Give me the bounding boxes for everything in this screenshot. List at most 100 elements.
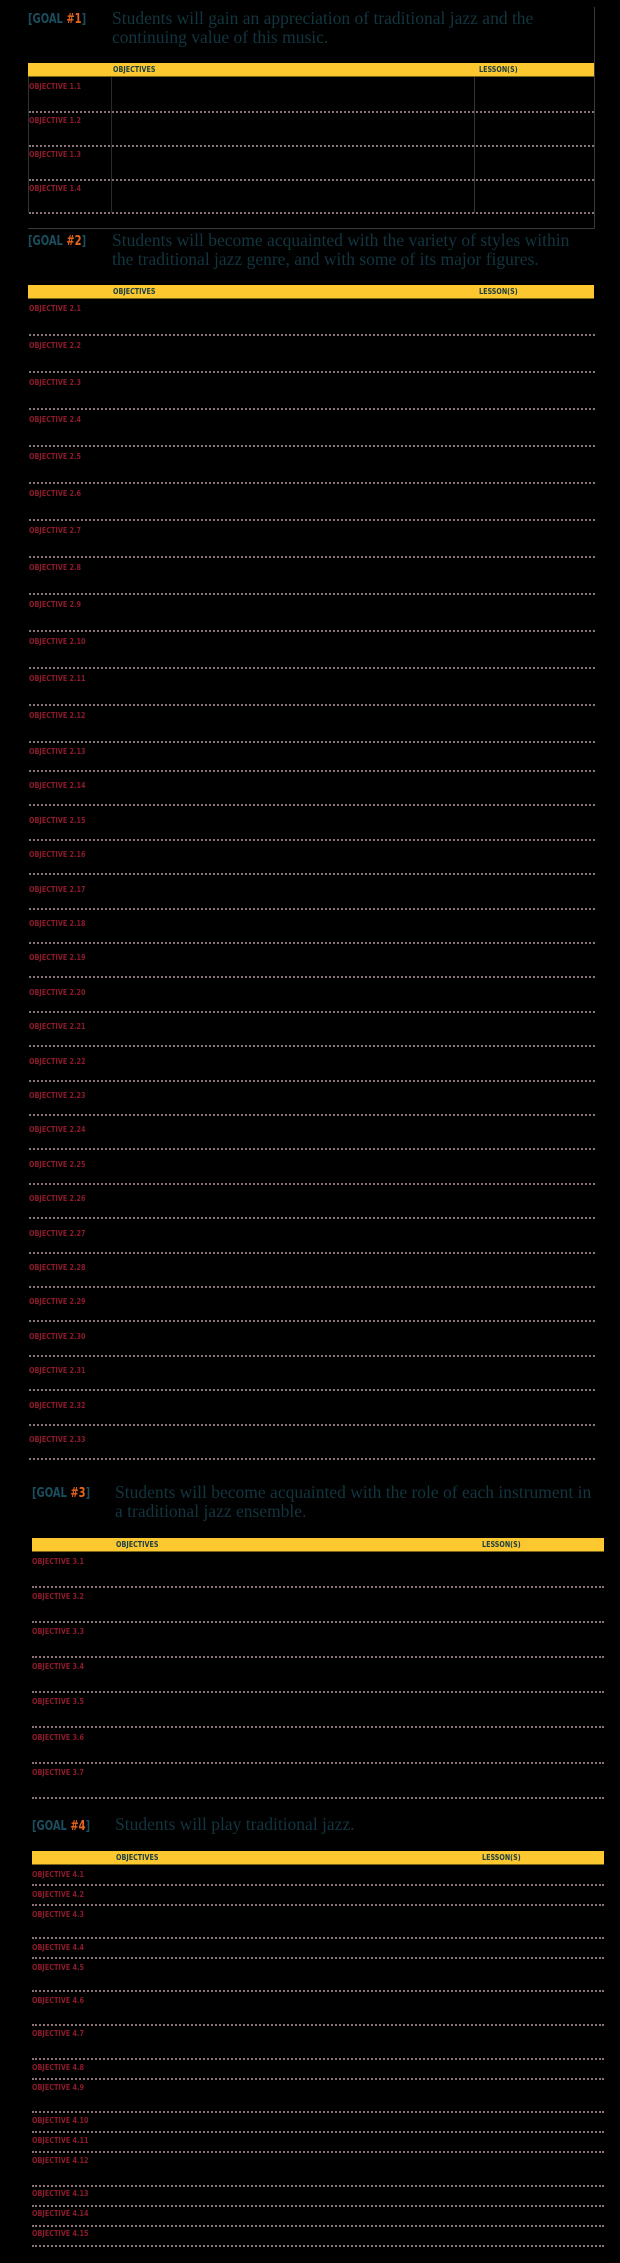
goal-number: #2 (66, 234, 82, 249)
lessons-column-header: LESSON(S) (479, 287, 518, 296)
row-divider (29, 1079, 595, 1082)
objective-label: OBJECTIVE 2.18 (29, 918, 86, 928)
objective-label: OBJECTIVE 2.27 (29, 1227, 86, 1238)
objectives-column-header: OBJECTIVES (116, 1540, 159, 1549)
row-divider (29, 1148, 595, 1151)
objective-label: OBJECTIVE 4.5 (32, 1962, 84, 1972)
objectives-column-header: OBJECTIVES (116, 1853, 159, 1862)
table-header-bar: OBJECTIVES LESSON(S) (28, 63, 594, 77)
table-header-bar: OBJECTIVES LESSON(S) (28, 285, 594, 299)
objective-label: OBJECTIVE 2.25 (29, 1158, 86, 1169)
row-divider (32, 2205, 604, 2207)
row-divider (29, 804, 595, 807)
row-divider (32, 2131, 604, 2133)
row-divider (29, 1354, 595, 1357)
row-divider (29, 704, 595, 706)
row-divider (29, 630, 595, 632)
goal-1-tag: [GOAL #1] (28, 12, 87, 27)
row-divider (29, 1045, 595, 1048)
table-header-bar: OBJECTIVES LESSON(S) (32, 1538, 604, 1552)
row-divider (32, 2111, 604, 2113)
row-divider (29, 445, 595, 447)
objective-label: OBJECTIVE 2.33 (29, 1434, 86, 1444)
objective-label: OBJECTIVE 4.2 (32, 1889, 84, 1899)
objective-label: OBJECTIVE 3.7 (32, 1766, 84, 1777)
row-divider (29, 976, 595, 979)
row-divider (29, 556, 595, 558)
objective-label: OBJECTIVE 2.9 (29, 599, 81, 609)
row-divider (29, 408, 595, 410)
row-divider (32, 1761, 604, 1764)
objective-label: OBJECTIVE 4.15 (32, 2228, 89, 2238)
objective-label: OBJECTIVE 2.32 (29, 1399, 86, 1410)
objective-label: OBJECTIVE 4.6 (32, 1995, 84, 2005)
goal-1-text: Students will gain an appreciation of tr… (112, 8, 534, 47)
goal-number: #4 (70, 1819, 86, 1834)
goal-2-tag: [GOAL #2] (28, 234, 87, 249)
row-divider (29, 838, 595, 841)
objective-label: OBJECTIVE 2.7 (29, 525, 81, 535)
row-divider (32, 1884, 604, 1886)
goal-1-left-border (28, 77, 29, 213)
row-divider (32, 1726, 604, 1729)
objective-label: OBJECTIVE 2.1 (29, 303, 81, 313)
row-divider (29, 593, 595, 595)
objective-label: OBJECTIVE 2.24 (29, 1124, 86, 1135)
goal-4-text: Students will play traditional jazz. (115, 1814, 355, 1834)
objective-label: OBJECTIVE 3.4 (32, 1661, 84, 1672)
row-divider (32, 2225, 604, 2227)
row-divider (29, 873, 595, 876)
objective-label: OBJECTIVE 4.4 (32, 1942, 84, 1952)
objective-label: OBJECTIVE 4.11 (32, 2135, 89, 2145)
row-divider (29, 741, 595, 743)
objective-label: OBJECTIVE 2.8 (29, 562, 81, 572)
row-divider (29, 1251, 595, 1254)
objective-label: OBJECTIVE 2.2 (29, 340, 81, 350)
objective-label: OBJECTIVE 4.14 (32, 2208, 89, 2218)
objective-label: OBJECTIVE 4.3 (32, 1909, 84, 1919)
row-divider (29, 1320, 595, 1323)
row-divider (29, 907, 595, 910)
table-header-bar: OBJECTIVES LESSON(S) (32, 1851, 604, 1865)
lessons-column-header: LESSON(S) (482, 1853, 521, 1862)
row-divider (32, 1990, 604, 1992)
row-divider (29, 179, 594, 181)
row-divider (32, 1691, 604, 1694)
objective-label: OBJECTIVE 2.16 (29, 849, 86, 860)
objective-label: OBJECTIVE 3.3 (32, 1626, 84, 1637)
row-divider (29, 1389, 595, 1392)
objective-label: OBJECTIVE 2.19 (29, 952, 86, 963)
objective-label: OBJECTIVE 4.13 (32, 2188, 89, 2198)
row-divider (29, 482, 595, 484)
objective-label: OBJECTIVE 2.23 (29, 1090, 86, 1100)
objectives-column-header: OBJECTIVES (113, 65, 156, 74)
row-divider (32, 1621, 604, 1624)
objective-label: OBJECTIVE 2.11 (29, 673, 86, 683)
objective-label: OBJECTIVE 2.14 (29, 780, 86, 791)
objective-label: OBJECTIVE 2.13 (29, 746, 86, 756)
goal-number: #1 (66, 12, 82, 27)
row-divider (32, 1656, 604, 1659)
row-divider (29, 1010, 595, 1013)
row-divider (29, 1423, 595, 1426)
row-divider (32, 2058, 604, 2060)
objective-label: OBJECTIVE 2.28 (29, 1262, 86, 1272)
objective-label: OBJECTIVE 2.4 (29, 414, 81, 424)
row-divider (29, 1114, 595, 1116)
row-divider (32, 1904, 604, 1906)
row-divider (29, 519, 595, 521)
objective-label: OBJECTIVE 1.3 (29, 149, 81, 159)
row-divider (29, 145, 594, 147)
objective-label: OBJECTIVE 2.3 (29, 377, 81, 387)
objective-label: OBJECTIVE 4.7 (32, 2028, 84, 2038)
objective-label: OBJECTIVE 2.17 (29, 883, 86, 894)
objective-label: OBJECTIVE 2.15 (29, 814, 86, 825)
objective-label: OBJECTIVE 4.9 (32, 2082, 84, 2092)
row-divider (32, 1937, 604, 1939)
lessons-column-header: LESSON(S) (479, 65, 518, 74)
objective-label: OBJECTIVE 3.1 (32, 1556, 84, 1566)
objective-label: OBJECTIVE 4.10 (32, 2115, 89, 2125)
objective-label: OBJECTIVE 2.20 (29, 986, 86, 997)
row-divider (32, 1796, 604, 1799)
objective-label: OBJECTIVE 2.22 (29, 1055, 86, 1066)
